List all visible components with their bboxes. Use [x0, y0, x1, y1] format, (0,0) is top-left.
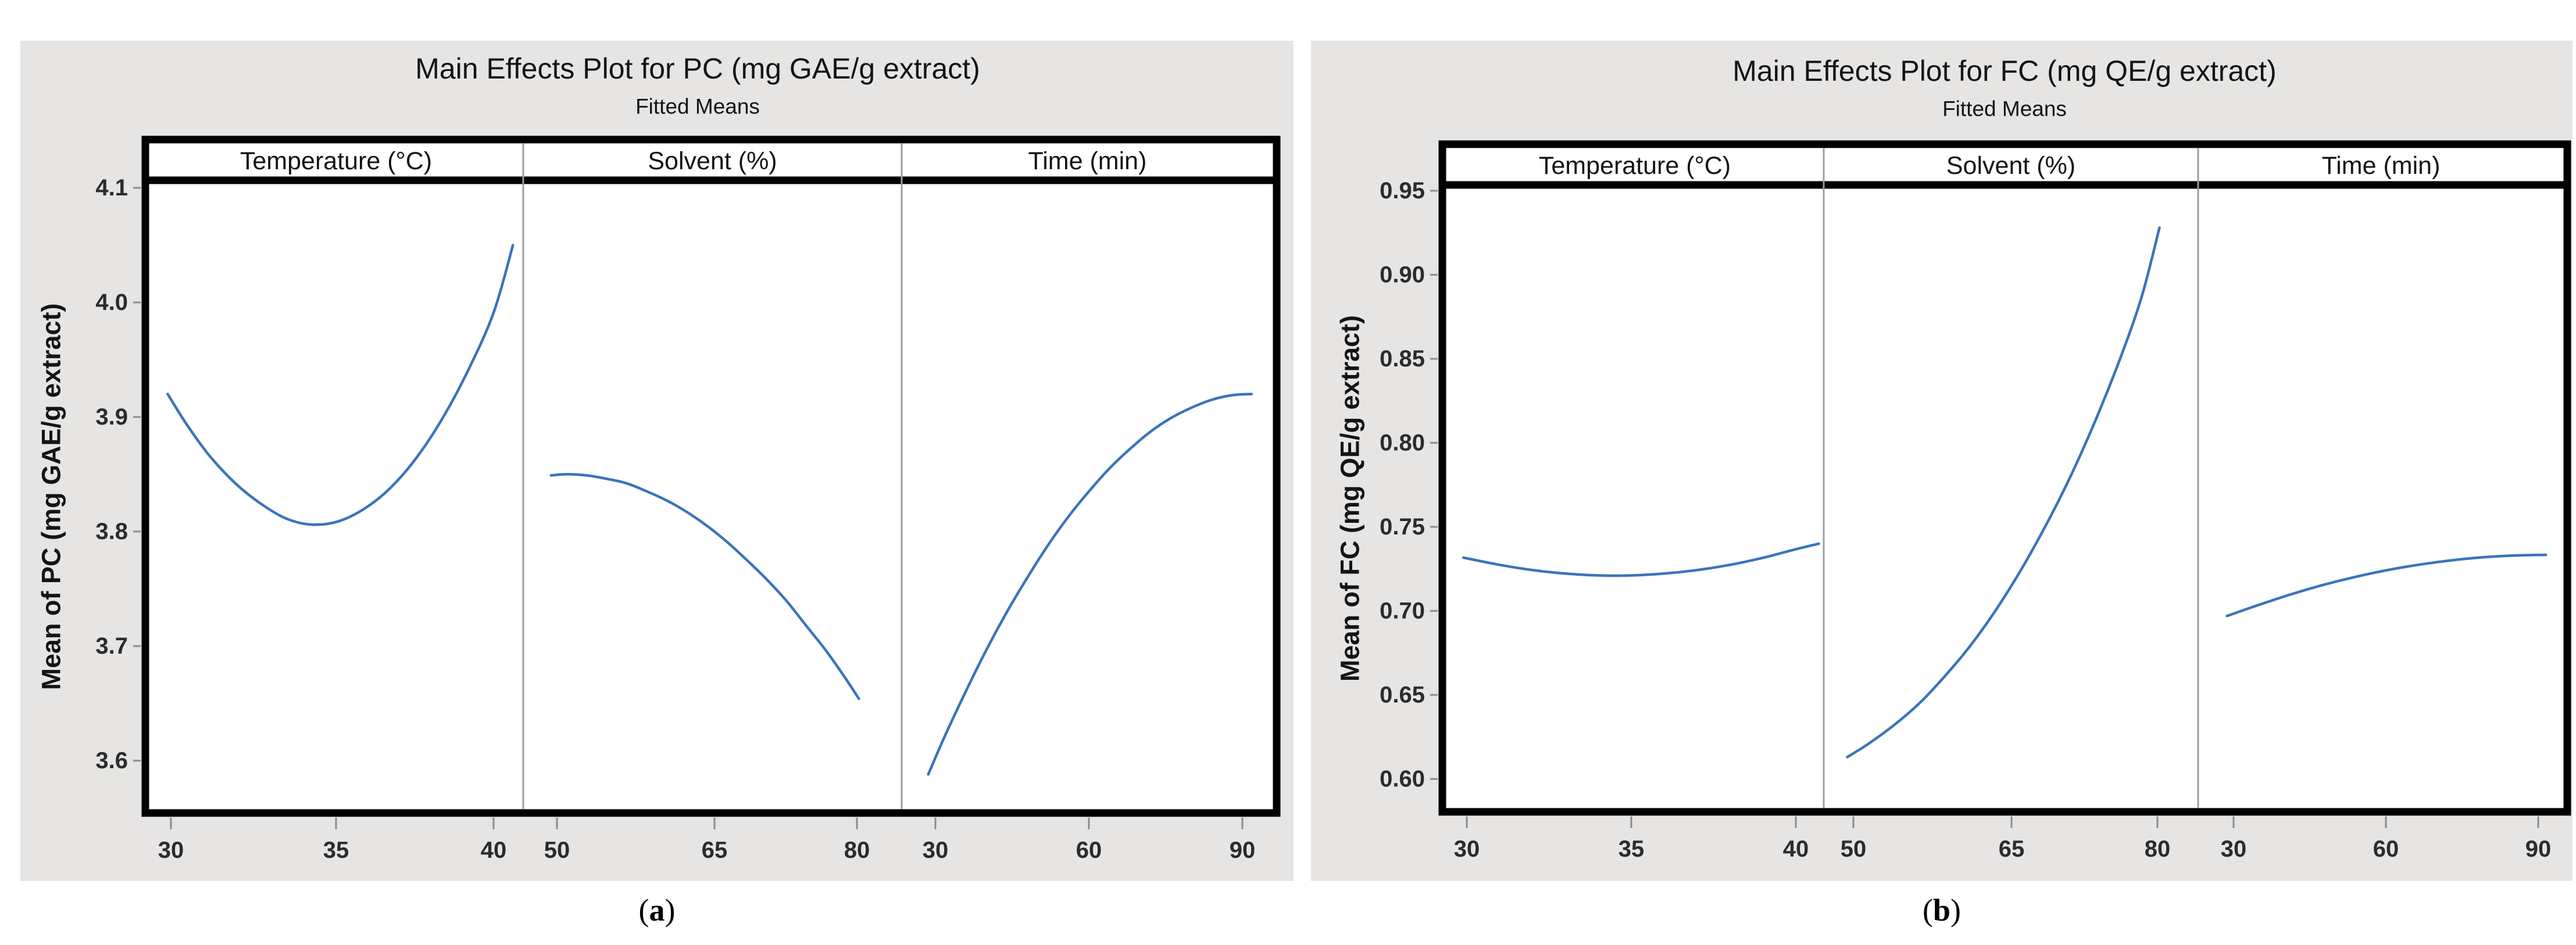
panel-header: Temperature (°C): [240, 147, 432, 175]
y-tick-label: 0.95: [1380, 178, 1425, 204]
x-tick-label: 80: [844, 837, 870, 863]
y-tick-label: 0.90: [1380, 262, 1425, 288]
y-tick-label: 0.75: [1380, 514, 1425, 540]
x-tick-label: 40: [481, 837, 507, 863]
caption-a-letter: a: [649, 893, 665, 928]
y-axis-label: Mean of PC (mg GAE/g extract): [37, 303, 66, 690]
x-tick-label: 30: [2221, 836, 2247, 862]
chart-subtitle: Fitted Means: [1942, 97, 2067, 121]
fitted-mean-curve: [1462, 542, 1820, 577]
y-tick-label: 0.65: [1380, 682, 1425, 708]
caption-a-close: ): [664, 893, 676, 928]
panel-header: Temperature (°C): [1539, 152, 1731, 180]
panel-header: Solvent (%): [648, 147, 777, 175]
x-tick-label: 35: [1619, 836, 1645, 862]
panel-header: Time (min): [1028, 147, 1147, 175]
x-tick-label: 40: [1783, 836, 1809, 862]
caption-b: (b): [1311, 892, 2573, 928]
fitted-mean-curve: [166, 244, 515, 526]
y-tick-label: 4.0: [95, 290, 128, 315]
x-tick-label: 65: [1999, 836, 2025, 862]
y-tick-label: 3.9: [95, 404, 128, 430]
y-tick-label: 3.7: [95, 633, 128, 659]
y-tick-label: 3.8: [95, 519, 128, 544]
caption-a: (a): [20, 892, 1294, 928]
x-tick-label: 80: [2145, 836, 2171, 862]
fitted-mean-curve: [549, 473, 860, 700]
x-tick-label: 50: [1841, 836, 1867, 862]
y-tick-label: 0.80: [1380, 430, 1425, 456]
y-tick-label: 0.85: [1380, 346, 1425, 372]
y-tick-label: 0.60: [1380, 766, 1425, 792]
x-tick-label: 30: [158, 837, 184, 863]
x-tick-label: 90: [1230, 837, 1256, 863]
x-tick-label: 65: [702, 837, 728, 863]
caption-b-open: (: [1922, 893, 1933, 928]
chart-title: Main Effects Plot for PC (mg GAE/g extra…: [415, 52, 980, 85]
x-tick-label: 30: [1454, 836, 1480, 862]
plot-frame: [141, 135, 1281, 817]
y-axis-label: Mean of FC (mg QE/g extract): [1335, 315, 1365, 682]
y-tick-label: 0.70: [1380, 598, 1425, 624]
fitted-mean-curve: [2225, 554, 2548, 618]
panel-header: Time (min): [2322, 152, 2441, 180]
plot-frame: [1438, 140, 2571, 816]
x-tick-label: 60: [2373, 836, 2399, 862]
x-tick-label: 50: [544, 837, 570, 863]
y-tick-label: 4.1: [95, 175, 128, 201]
chart-subtitle: Fitted Means: [635, 95, 760, 119]
fitted-mean-curve: [927, 393, 1253, 776]
x-tick-label: 30: [923, 837, 949, 863]
x-tick-label: 90: [2525, 836, 2552, 862]
x-tick-label: 60: [1076, 837, 1102, 863]
y-tick-label: 3.6: [95, 748, 128, 773]
caption-b-close: ): [1950, 893, 1961, 928]
panel-header: Solvent (%): [1946, 152, 2075, 180]
chart-title: Main Effects Plot for FC (mg QE/g extrac…: [1732, 55, 2276, 87]
x-tick-label: 35: [323, 837, 349, 863]
caption-b-letter: b: [1932, 893, 1951, 928]
caption-a-open: (: [638, 893, 649, 928]
fitted-mean-curve: [1846, 226, 2161, 759]
